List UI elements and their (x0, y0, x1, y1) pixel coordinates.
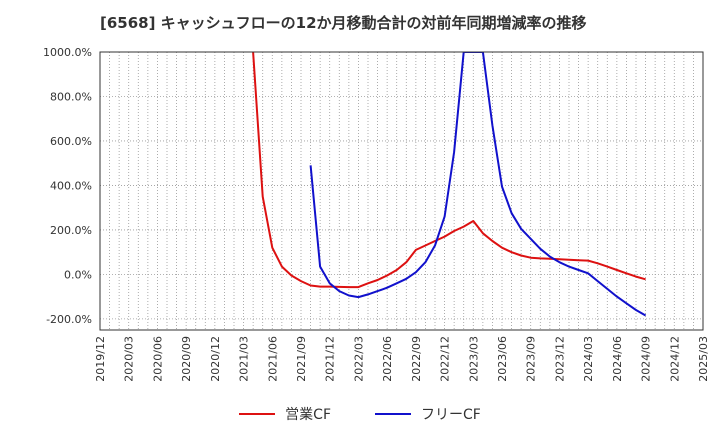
x-tick-label: 2025/03 (697, 336, 710, 382)
x-tick-label: 2020/12 (209, 336, 222, 382)
legend-label-operating-cf: 営業CF (285, 407, 331, 423)
series-line-operating-cf (252, 52, 646, 289)
y-tick-label: 0.0% (64, 268, 92, 281)
x-tick-label: 2022/03 (352, 336, 365, 382)
y-tick-label: 400.0% (50, 179, 92, 192)
legend-label-free-cf: フリーCF (421, 407, 481, 423)
legend-swatch-operating-cf (239, 413, 276, 415)
x-tick-label: 2023/06 (496, 336, 509, 382)
x-tick-label: 2022/12 (439, 336, 452, 382)
legend-item-operating-cf: 営業CF (239, 404, 331, 424)
x-tick-label: 2024/12 (668, 336, 681, 382)
x-tick-label: 2020/03 (123, 336, 136, 382)
x-tick-label: 2024/03 (582, 336, 595, 382)
x-tick-label: 2024/06 (611, 336, 624, 382)
legend-swatch-free-cf (375, 413, 411, 415)
y-tick-label: 800.0% (50, 90, 92, 103)
x-tick-label: 2020/06 (151, 336, 164, 382)
x-tick-label: 2021/12 (324, 336, 337, 382)
y-tick-label: 600.0% (50, 135, 92, 148)
x-tick-label: 2022/06 (381, 336, 394, 382)
x-tick-label: 2020/09 (180, 336, 193, 382)
x-tick-label: 2023/03 (467, 336, 480, 382)
legend: 営業CF フリーCF (0, 404, 720, 424)
x-tick-label: 2022/09 (410, 336, 423, 382)
x-tick-label: 2023/12 (553, 336, 566, 382)
y-tick-label: -200.0% (46, 313, 92, 326)
x-tick-label: 2019/12 (94, 336, 107, 382)
x-tick-label: 2021/09 (295, 336, 308, 382)
plot-area (100, 52, 703, 330)
x-tick-label: 2024/09 (640, 336, 653, 382)
series-line-free-cf (309, 52, 647, 317)
y-tick-label: 200.0% (50, 224, 92, 237)
x-tick-label: 2021/06 (266, 336, 279, 382)
x-tick-label: 2021/03 (238, 336, 251, 382)
legend-item-free-cf: フリーCF (375, 404, 481, 424)
y-tick-label: 1000.0% (43, 46, 92, 59)
plot-border (99, 51, 704, 331)
chart-title: [6568] キャッシュフローの12か月移動合計の対前年同期増減率の推移 (100, 14, 587, 32)
x-tick-label: 2023/09 (525, 336, 538, 382)
